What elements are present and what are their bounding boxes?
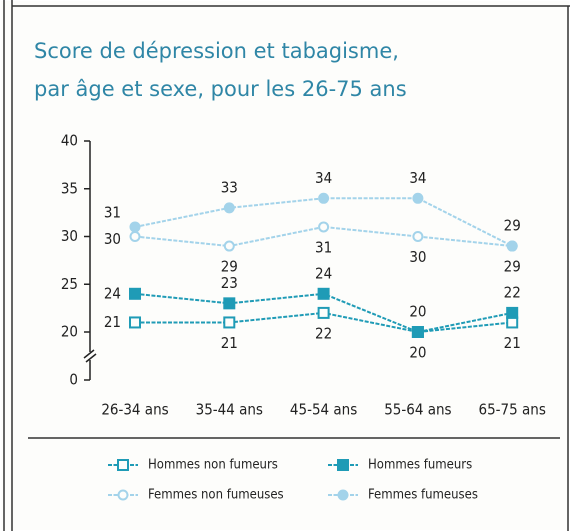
chart-title: Score de dépression et tabagisme, xyxy=(34,39,399,63)
data-label: 29 xyxy=(221,258,238,276)
data-label: 21 xyxy=(221,334,238,352)
y-tick-label: 25 xyxy=(61,275,78,293)
marker xyxy=(117,489,129,501)
data-label: 30 xyxy=(104,230,121,248)
legend-label: Hommes fumeurs xyxy=(368,458,472,473)
marker xyxy=(317,287,330,300)
data-label: 24 xyxy=(104,284,121,302)
marker xyxy=(506,240,518,252)
marker xyxy=(412,231,424,242)
x-tick-label: 35-44 ans xyxy=(196,401,263,419)
marker xyxy=(129,316,141,329)
marker xyxy=(223,202,235,214)
data-label: 33 xyxy=(221,178,238,196)
marker xyxy=(223,316,236,329)
data-label: 31 xyxy=(104,203,121,221)
axis-break xyxy=(83,349,95,359)
marker xyxy=(506,316,519,329)
axis-break xyxy=(84,352,96,360)
data-label: 29 xyxy=(504,217,521,235)
data-label: 29 xyxy=(504,258,521,276)
axis-break xyxy=(85,353,97,363)
data-label: 23 xyxy=(221,274,238,292)
chart-title: par âge et sexe, pour les 26-75 ans xyxy=(34,77,407,101)
x-tick-label: 65-75 ans xyxy=(479,401,546,419)
marker xyxy=(129,231,141,242)
y-tick-label: 35 xyxy=(61,179,78,197)
x-tick-label: 55-64 ans xyxy=(384,401,451,419)
data-label: 34 xyxy=(409,169,426,187)
marker xyxy=(223,240,235,252)
data-label: 24 xyxy=(315,264,332,282)
data-label: 31 xyxy=(315,238,332,256)
data-label: 21 xyxy=(504,334,521,352)
data-label: 22 xyxy=(504,283,521,301)
y-tick-label: 30 xyxy=(61,227,78,245)
x-tick-label: 26-34 ans xyxy=(101,401,168,419)
y-tick-label: 20 xyxy=(61,323,78,341)
marker xyxy=(411,326,424,338)
x-tick-label: 45-54 ans xyxy=(290,401,357,419)
y-tick-label: 40 xyxy=(61,132,78,150)
marker xyxy=(337,489,349,501)
marker xyxy=(412,192,424,204)
marker xyxy=(117,459,129,471)
legend-label: Femmes fumeuses xyxy=(368,488,478,503)
marker xyxy=(318,192,330,204)
marker xyxy=(337,459,349,471)
marker xyxy=(129,287,141,300)
data-label: 22 xyxy=(315,324,332,342)
data-label: 30 xyxy=(409,248,426,266)
marker xyxy=(129,221,141,233)
y-tick-label: 0 xyxy=(69,371,78,389)
legend-label: Hommes non fumeurs xyxy=(148,458,278,473)
marker xyxy=(318,221,330,233)
marker xyxy=(223,297,236,310)
data-label: 21 xyxy=(104,313,121,331)
legend-label: Femmes non fumeuses xyxy=(148,488,284,503)
marker xyxy=(506,306,519,319)
data-label: 20 xyxy=(409,303,426,321)
marker xyxy=(317,306,330,319)
data-label: 20 xyxy=(409,344,426,362)
data-label: 34 xyxy=(315,169,332,187)
